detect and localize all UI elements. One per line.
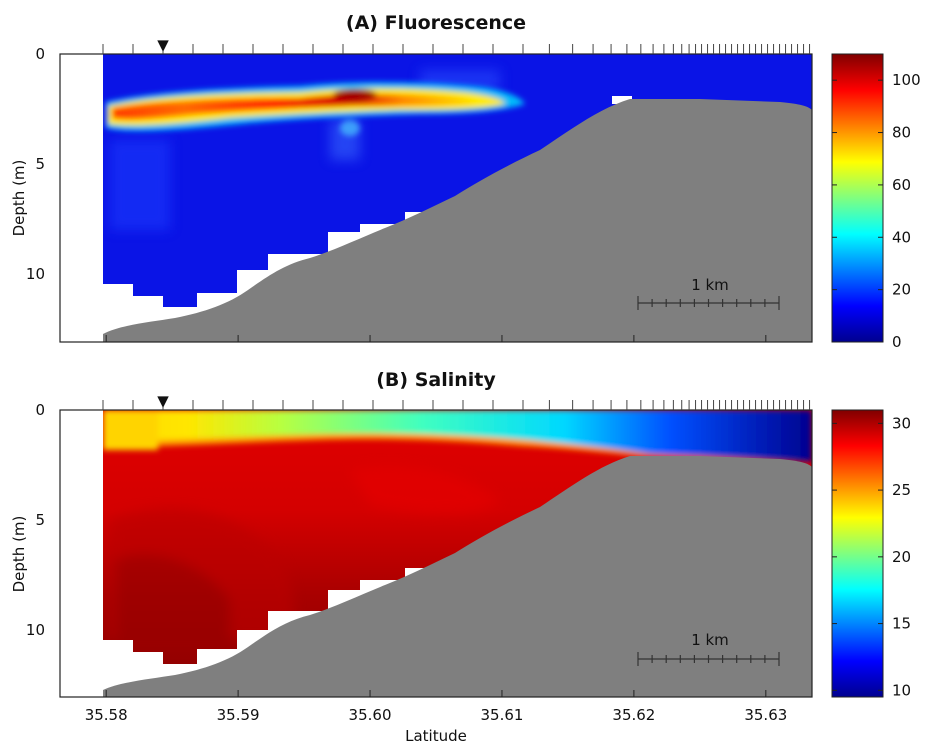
colorbar-a-gradient	[831, 53, 884, 343]
panel-b-title: (B) Salinity	[376, 369, 496, 391]
y-tick-label-a-5: 5	[35, 155, 45, 173]
station-marker-b: ▼	[157, 392, 169, 410]
y-tick-label-b-0: 0	[35, 401, 45, 419]
colorbar-tick-label: 30	[892, 414, 911, 432]
fresh-surface-layer	[103, 410, 812, 462]
x-axis-ticks: 35.58 35.59 35.60 35.61 35.62 35.63	[85, 335, 787, 724]
colorbar-tick-label: 15	[892, 615, 911, 633]
station-ticks-a	[102, 44, 811, 54]
colorbar-tick-label: 20	[892, 548, 911, 566]
salinity-field	[60, 410, 812, 697]
station-marker-a: ▼	[157, 36, 169, 54]
fluorescence-field	[60, 54, 812, 342]
seabed-b	[103, 456, 812, 697]
scale-bar-label-a: 1 km	[691, 276, 729, 294]
scale-bar-label-b: 1 km	[691, 631, 729, 649]
colorbar-b: 10 15 20 25 30	[831, 409, 911, 699]
panel-fluorescence: (A) Fluorescence	[10, 12, 921, 351]
colorbar-tick-label: 100	[892, 71, 921, 89]
x-tick-label: 35.63	[744, 706, 787, 724]
axes-frame-b	[59, 409, 813, 698]
y-tick-label-a-10: 10	[26, 265, 45, 283]
panel-salinity: (B) Salinity ▼ 0 5 10 Depth (m)	[10, 335, 911, 745]
seabed-a	[103, 99, 812, 342]
colorbar-tick-label: 60	[892, 176, 911, 194]
scale-bar-a: 1 km	[637, 276, 780, 310]
x-tick-label: 35.58	[85, 706, 128, 724]
colorbar-tick-label: 40	[892, 228, 911, 246]
panel-a-title: (A) Fluorescence	[346, 12, 526, 34]
axes-frame-a	[59, 53, 813, 343]
x-tick-label: 35.59	[217, 706, 260, 724]
y-tick-label-b-5: 5	[35, 511, 45, 529]
salinity-deep-structure	[110, 466, 500, 650]
colorbar-tick-label: 0	[892, 333, 902, 351]
colorbar-tick-label: 10	[892, 681, 911, 699]
y-axis-label-a: Depth (m)	[10, 160, 28, 237]
scale-bar-b: 1 km	[637, 631, 780, 666]
colorbar-tick-label: 20	[892, 281, 911, 299]
station-ticks-b	[102, 400, 811, 410]
x-axis-label: Latitude	[405, 727, 467, 745]
colorbar-tick-label: 80	[892, 124, 911, 142]
x-tick-label: 35.61	[480, 706, 523, 724]
y-tick-label-a-0: 0	[35, 45, 45, 63]
x-tick-label: 35.60	[349, 706, 392, 724]
colorbar-tick-label: 25	[892, 481, 911, 499]
y-axis-label-b: Depth (m)	[10, 516, 28, 593]
colorbar-b-gradient	[831, 409, 884, 698]
x-tick-label: 35.62	[612, 706, 655, 724]
y-tick-label-b-10: 10	[26, 621, 45, 639]
fluorescence-patches	[110, 70, 500, 230]
colorbar-a: 0 20 40 60 80 100	[831, 53, 921, 351]
chlorophyll-maximum-layer	[106, 82, 525, 136]
